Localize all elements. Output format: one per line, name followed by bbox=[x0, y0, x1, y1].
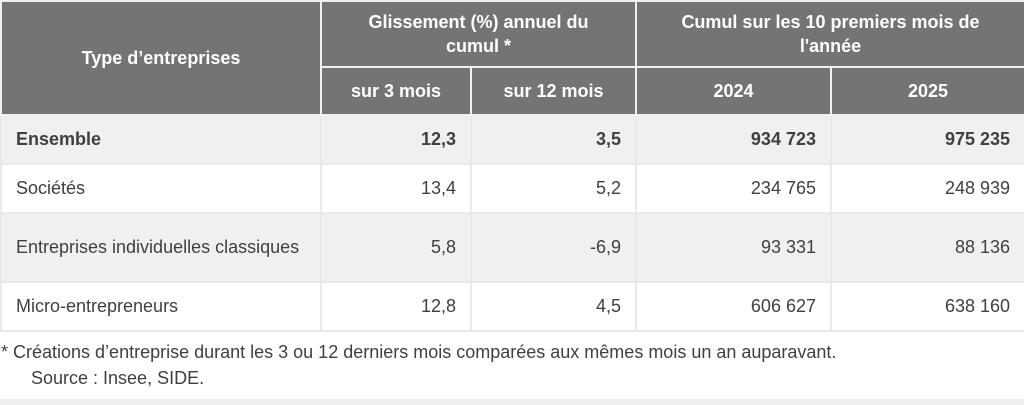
table-header: Type d’entreprises Glissement (%) annuel… bbox=[0, 0, 1024, 116]
data-cell: 975 235 bbox=[829, 114, 1024, 165]
page-background-strip bbox=[0, 399, 1024, 405]
notes-block: * Créations d’entreprise durant les 3 ou… bbox=[0, 332, 1024, 391]
header-type-entreprises: Type d’entreprises bbox=[0, 0, 322, 116]
header-2024: 2024 bbox=[635, 66, 832, 116]
header-group-cumul: Cumul sur les 10 premiers mois de l'anné… bbox=[634, 0, 1024, 68]
row-label: Sociétés bbox=[0, 163, 322, 214]
row-label: Entreprises individuelles classiques bbox=[0, 212, 322, 283]
table-body: Ensemble 12,3 3,5 934 723 975 235 Sociét… bbox=[0, 114, 1024, 332]
data-cell: 3,5 bbox=[470, 114, 637, 165]
data-cell: 248 939 bbox=[829, 163, 1024, 214]
header-group-glissement: Glissement (%) annuel du cumul * bbox=[320, 0, 637, 68]
row-label: Micro-entrepreneurs bbox=[0, 281, 322, 332]
header-sur-12-mois: sur 12 mois bbox=[470, 66, 637, 116]
data-cell: 93 331 bbox=[635, 212, 832, 283]
table-row-micro-entrepreneurs: Micro-entrepreneurs 12,8 4,5 606 627 638… bbox=[0, 281, 1024, 332]
header-group-row: Type d’entreprises Glissement (%) annuel… bbox=[0, 0, 1024, 116]
table-row-societes: Sociétés 13,4 5,2 234 765 248 939 bbox=[0, 163, 1024, 214]
data-cell: 4,5 bbox=[470, 281, 637, 332]
header-sur-3-mois: sur 3 mois bbox=[320, 66, 472, 116]
data-cell: 13,4 bbox=[320, 163, 472, 214]
table-row-entreprises-individuelles: Entreprises individuelles classiques 5,8… bbox=[0, 212, 1024, 283]
data-cell: 638 160 bbox=[829, 281, 1024, 332]
footnote: * Créations d’entreprise durant les 3 ou… bbox=[1, 342, 837, 362]
source-note: Source : Insee, SIDE. bbox=[31, 368, 205, 388]
header-2025: 2025 bbox=[829, 66, 1024, 116]
table-row-ensemble: Ensemble 12,3 3,5 934 723 975 235 bbox=[0, 114, 1024, 165]
business-creation-table: Type d’entreprises Glissement (%) annuel… bbox=[0, 0, 1024, 332]
data-cell: 12,8 bbox=[320, 281, 472, 332]
data-cell: 234 765 bbox=[635, 163, 832, 214]
data-cell: 5,8 bbox=[320, 212, 472, 283]
header-sub-row: sur 3 mois sur 12 mois 2024 2025 bbox=[1, 66, 1024, 116]
data-cell: 5,2 bbox=[470, 163, 637, 214]
data-cell: 934 723 bbox=[635, 114, 832, 165]
data-cell: 12,3 bbox=[320, 114, 472, 165]
data-cell: -6,9 bbox=[470, 212, 637, 283]
data-cell: 88 136 bbox=[829, 212, 1024, 283]
row-label: Ensemble bbox=[0, 114, 322, 165]
data-cell: 606 627 bbox=[635, 281, 832, 332]
